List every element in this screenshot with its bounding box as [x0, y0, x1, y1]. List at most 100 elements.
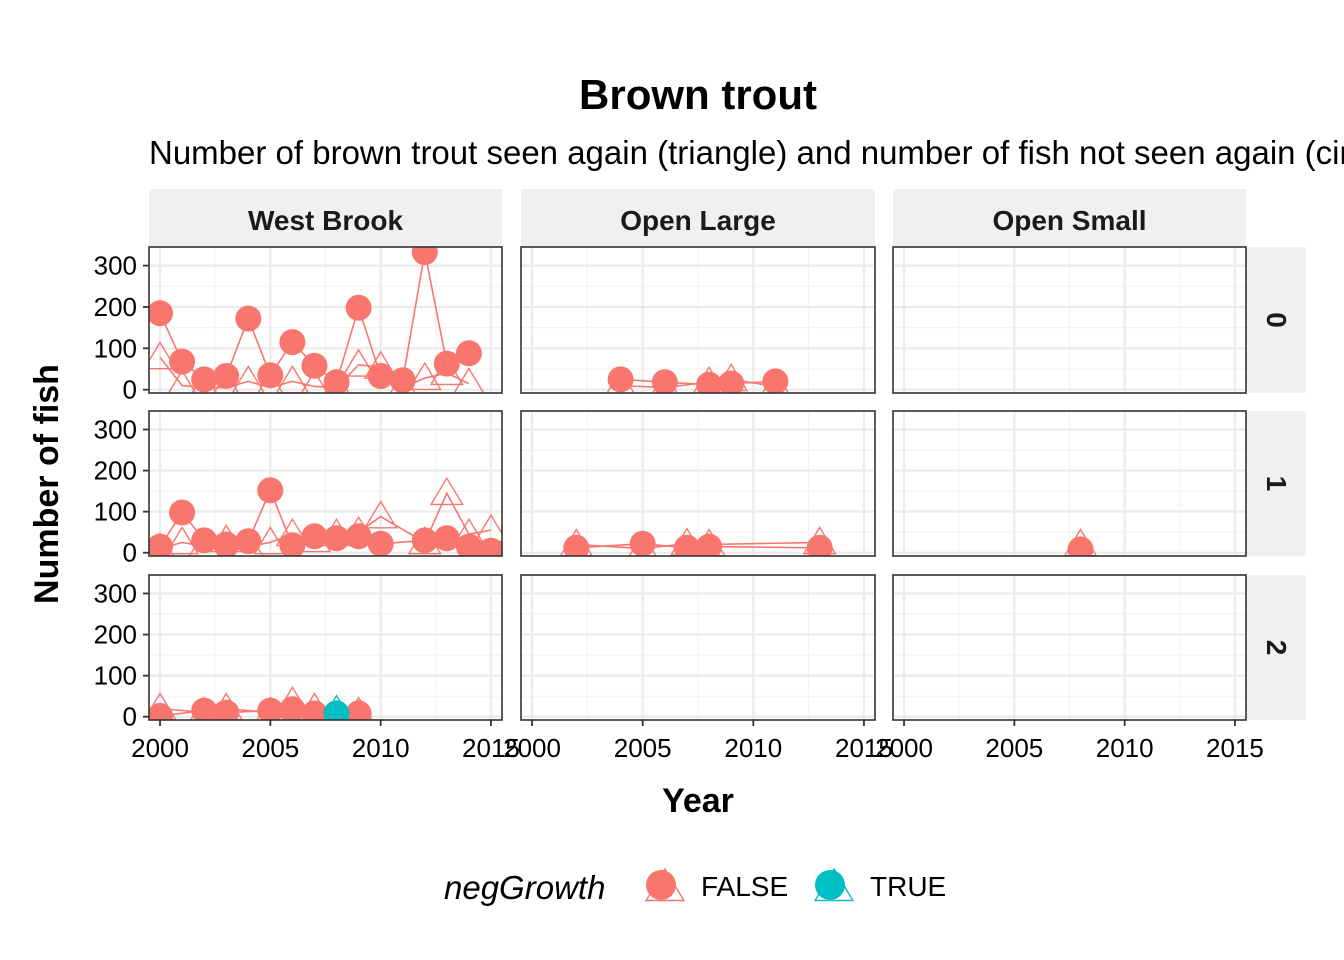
facet-panel: [520, 246, 876, 394]
facet-strip-row: [1246, 411, 1306, 556]
panel-border: [148, 410, 503, 557]
data-point-circle: [301, 700, 328, 720]
data-point-circle: [169, 348, 196, 375]
y-tick-label: 200: [94, 620, 137, 650]
facet-panel: 2000 2005 2010 2015: [503, 574, 893, 763]
data-point-circle: [279, 532, 306, 556]
data-point-circle: [191, 697, 218, 720]
data-point-triangle: [253, 526, 288, 555]
data-point-circle: [235, 305, 262, 332]
y-tick-label: 300: [94, 251, 137, 281]
data-point-circle: [629, 530, 656, 556]
data-point-circle: [149, 300, 173, 327]
facet-panel: 2000 2005 2010 2015: [875, 574, 1264, 763]
data-point-triangle: [149, 341, 178, 370]
y-tick-label: 0: [123, 375, 137, 405]
facet-panel: 0 100 200 300: [94, 410, 503, 568]
legend-key-circle: [646, 870, 676, 900]
data-point-circle: [257, 477, 284, 504]
data-point-circle: [1067, 536, 1094, 556]
data-point-circle: [389, 367, 416, 393]
data-point-circle: [235, 528, 262, 555]
panel-data: [149, 476, 502, 556]
data-point-circle: [478, 537, 502, 556]
data-point-circle: [323, 525, 350, 552]
x-tick-label: 2015: [835, 733, 893, 763]
facet-strip-col: [149, 189, 502, 247]
x-tick-label: 2015: [462, 733, 520, 763]
data-point-circle: [279, 329, 306, 356]
data-point-circle: [607, 366, 634, 393]
facet-panel: 0 100 200 300 2000 2005 2010 2015: [94, 574, 520, 763]
panel-border: [148, 574, 503, 721]
data-point-circle: [301, 523, 328, 550]
data-point-circle: [718, 370, 745, 393]
panel-data: [149, 685, 373, 720]
data-point-circle: [213, 699, 240, 720]
facet-strip-label: Open Small: [992, 205, 1146, 236]
facet-strip-col: [521, 189, 875, 247]
data-point-circle: [279, 696, 306, 720]
data-point-triangle: [453, 367, 485, 393]
data-point-circle: [301, 352, 328, 379]
data-point-circle: [455, 340, 482, 367]
data-point-circle: [213, 531, 240, 556]
data-point-triangle: [300, 370, 329, 393]
data-point-circle: [696, 371, 723, 393]
data-point-triangle: [165, 526, 200, 555]
facet-panel: [892, 246, 1247, 394]
data-point-circle: [345, 294, 372, 321]
facet-panel: 0 100 200 300: [94, 246, 503, 405]
x-tick-label: 2000: [503, 733, 561, 763]
data-point-circle: [149, 702, 173, 720]
data-point-circle: [411, 527, 438, 554]
x-tick-label: 2005: [985, 733, 1043, 763]
panel-data: [606, 363, 790, 393]
data-point-circle: [191, 366, 218, 393]
data-point-triangle: [257, 371, 284, 393]
x-tick-label: 2005: [614, 733, 672, 763]
x-axis-label: Year: [662, 782, 734, 820]
x-tick-label: 2015: [1206, 733, 1264, 763]
data-point-triangle: [363, 500, 398, 529]
x-tick-label: 2000: [875, 733, 933, 763]
legend-key-circle: [815, 870, 845, 900]
y-axis-label: Number of fish: [28, 364, 66, 604]
data-point-triangle: [341, 348, 376, 377]
data-point-circle: [367, 530, 394, 556]
panel-border: [892, 574, 1247, 721]
facet-panel: [892, 410, 1247, 557]
x-tick-label: 2010: [724, 733, 782, 763]
data-point-circle: [323, 369, 350, 393]
y-tick-label: 200: [94, 456, 137, 486]
data-point-circle: [806, 534, 833, 556]
data-point-circle: [169, 499, 196, 526]
facet-strip-label: Open Large: [620, 205, 776, 236]
data-point-circle: [455, 533, 482, 556]
data-point-triangle: [167, 369, 197, 393]
y-tick-label: 100: [94, 497, 137, 527]
y-tick-label: 200: [94, 292, 137, 322]
x-tick-label: 2000: [131, 733, 189, 763]
facet-strip-label: West Brook: [248, 205, 403, 236]
panel-border: [892, 246, 1247, 394]
panel-border: [520, 246, 876, 394]
y-tick-label: 300: [94, 414, 137, 444]
data-point-circle: [563, 534, 590, 556]
facet-strip-row: [1246, 247, 1306, 393]
data-point-circle: [762, 368, 789, 393]
facet-panels: West Brook Open Large Open Small0120100200…: [94, 189, 1306, 763]
data-point-circle: [345, 700, 372, 720]
x-tick-label: 2005: [241, 733, 299, 763]
data-point-circle: [433, 350, 460, 377]
panel-border: [520, 410, 876, 557]
y-tick-label: 0: [123, 538, 137, 568]
data-point-circle: [257, 362, 284, 389]
y-tick-label: 100: [94, 661, 137, 691]
panel-border: [520, 574, 876, 721]
data-point-circle: [345, 523, 372, 550]
data-point-circle: [257, 697, 284, 720]
y-tick-label: 0: [123, 702, 137, 732]
facet-strip-label: 0: [1261, 312, 1292, 328]
data-point-circle: [673, 534, 700, 556]
